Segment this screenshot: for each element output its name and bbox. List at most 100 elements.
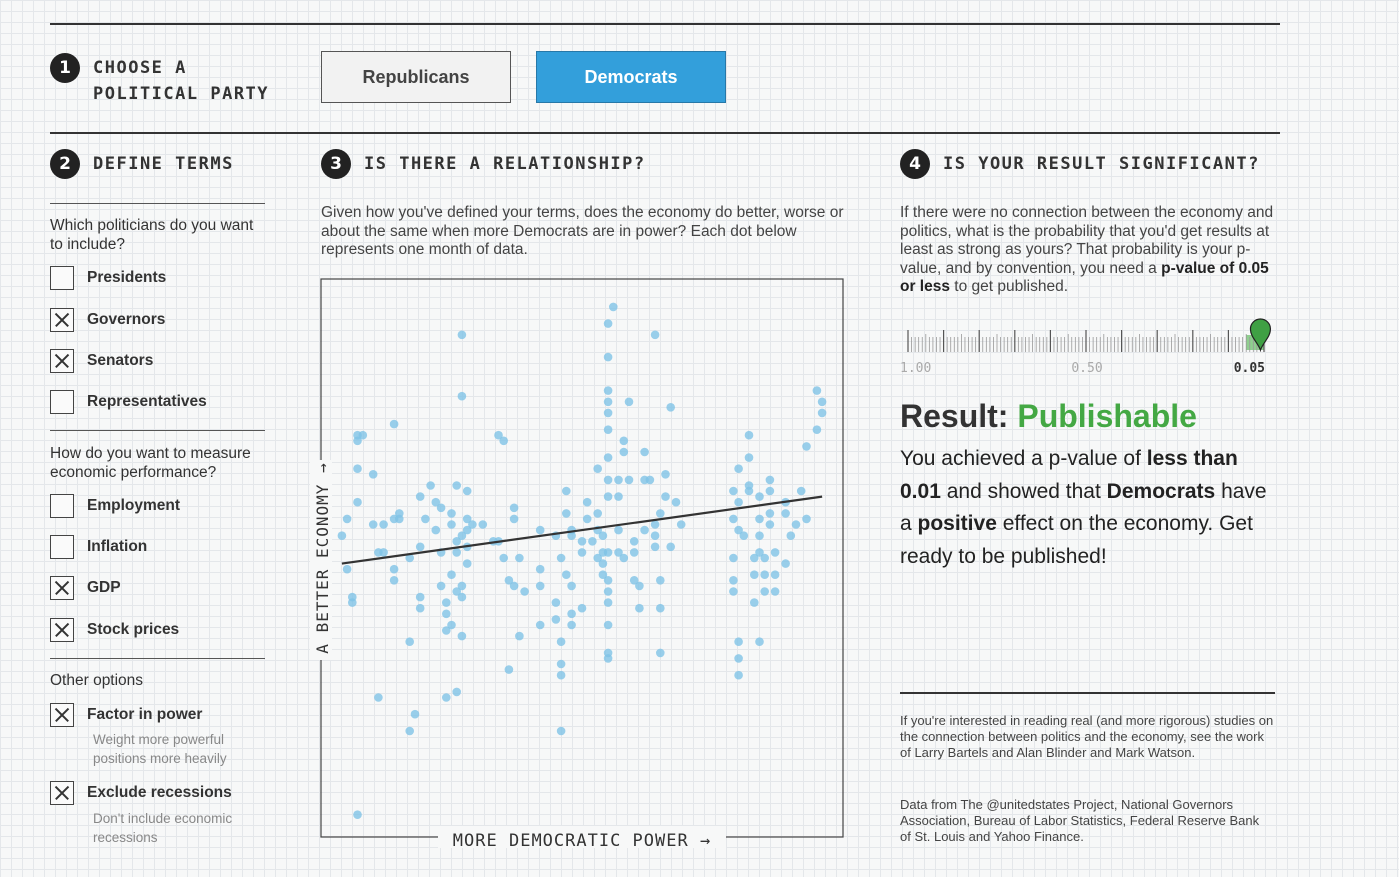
result-effect: positive	[917, 512, 997, 535]
data-point	[598, 531, 608, 540]
y-axis-label: A BETTER ECONOMY →	[313, 462, 332, 653]
checkbox-box[interactable]	[50, 576, 74, 600]
republicans-button[interactable]: Republicans	[321, 51, 511, 103]
data-point	[650, 542, 660, 552]
data-point	[593, 509, 602, 518]
data-point	[812, 386, 822, 395]
data-point	[791, 520, 801, 529]
data-point	[744, 481, 754, 490]
data-point	[442, 693, 451, 702]
checkbox-employment[interactable]: Employment	[50, 493, 180, 519]
data-point	[499, 436, 508, 446]
data-point	[650, 531, 660, 540]
data-point	[666, 403, 675, 412]
step-4-description: If there were no connection between the …	[900, 204, 1275, 297]
data-point	[750, 598, 759, 607]
data-point	[635, 603, 644, 613]
data-point	[603, 408, 613, 418]
checkbox-box[interactable]	[50, 703, 74, 727]
data-point	[812, 425, 822, 434]
data-point	[650, 520, 660, 529]
politicians-question: Which politicians do you want to include…	[50, 217, 254, 253]
checkbox-senators[interactable]: Senators	[50, 348, 153, 374]
checkbox-box[interactable]	[50, 535, 74, 559]
data-point	[582, 514, 592, 524]
checkbox-label: Inflation	[87, 538, 148, 555]
result-text-3: have a	[900, 479, 1267, 536]
data-point	[520, 587, 529, 596]
checkbox-stock-prices[interactable]: Stock prices	[50, 617, 179, 643]
checkbox-inflation[interactable]: Inflation	[50, 534, 147, 560]
checkbox-box[interactable]	[50, 494, 74, 518]
checkbox-box[interactable]	[50, 308, 74, 332]
data-point	[462, 486, 472, 496]
data-point	[515, 553, 524, 563]
checkbox-box[interactable]	[50, 390, 74, 414]
data-point	[739, 531, 749, 540]
data-point	[734, 525, 743, 535]
checkbox-representatives[interactable]: Representatives	[50, 389, 207, 415]
result-text-1: You achieved a p-value of	[900, 447, 1147, 470]
data-point	[786, 531, 796, 540]
data-point	[656, 648, 665, 658]
result-prefix: Result:	[900, 398, 1018, 434]
data-point	[442, 609, 451, 619]
checkbox-gdp[interactable]: GDP	[50, 575, 121, 601]
data-point	[577, 603, 587, 613]
step-4-heading: IS YOUR RESULT SIGNIFICANT?	[943, 154, 1260, 174]
step-2-divider	[50, 430, 265, 431]
data-point	[509, 503, 519, 513]
data-point	[656, 576, 665, 585]
data-point	[755, 531, 764, 540]
result-text-2: and showed that	[940, 479, 1107, 503]
checkbox-governors[interactable]: Governors	[50, 307, 165, 333]
checkbox-box[interactable]	[50, 618, 74, 642]
step-2-divider	[50, 658, 265, 659]
data-point	[562, 509, 571, 518]
data-point	[374, 693, 383, 702]
data-point	[750, 553, 759, 563]
data-point	[405, 637, 414, 646]
data-point	[734, 654, 743, 663]
data-point	[499, 553, 508, 563]
data-point	[640, 525, 649, 535]
data-point	[729, 576, 738, 585]
checkbox-box[interactable]	[50, 349, 74, 373]
checkbox-presidents[interactable]: Presidents	[50, 265, 166, 291]
checkbox-box[interactable]	[50, 266, 74, 290]
data-point	[609, 302, 618, 312]
checkbox-exclude-recessions[interactable]: Exclude recessions	[50, 780, 232, 806]
data-point	[442, 626, 451, 635]
data-point	[582, 497, 592, 507]
further-reading-note: If you're interested in reading real (an…	[900, 713, 1274, 760]
checkbox-factor-in-power[interactable]: Factor in power	[50, 702, 202, 728]
data-point	[395, 509, 404, 518]
data-point	[353, 810, 362, 819]
data-point	[755, 548, 764, 557]
data-point	[817, 408, 827, 418]
checkbox-label: Stock prices	[87, 621, 180, 638]
data-points	[337, 302, 827, 819]
data-point	[426, 481, 435, 490]
data-point	[415, 592, 425, 602]
data-point	[535, 581, 545, 591]
p-value-marker	[1249, 318, 1272, 352]
data-point	[452, 537, 461, 546]
checkbox-box[interactable]	[50, 781, 74, 805]
data-point	[462, 559, 472, 568]
data-point	[436, 581, 446, 591]
data-point	[629, 548, 639, 557]
data-point	[603, 548, 613, 557]
data-point	[577, 548, 587, 557]
data-point	[410, 709, 420, 719]
result-text-4: effect on the economy. Get ready to be p…	[900, 512, 1253, 568]
data-point	[729, 514, 738, 524]
data-point	[457, 531, 467, 540]
scale-ticks	[907, 330, 1265, 352]
data-point	[556, 659, 566, 669]
data-point	[729, 553, 738, 563]
data-point	[593, 553, 602, 563]
data-point	[765, 509, 775, 518]
democrats-button[interactable]: Democrats	[536, 51, 726, 103]
desc-threshold: p-value of 0.05 or less	[900, 259, 1269, 296]
